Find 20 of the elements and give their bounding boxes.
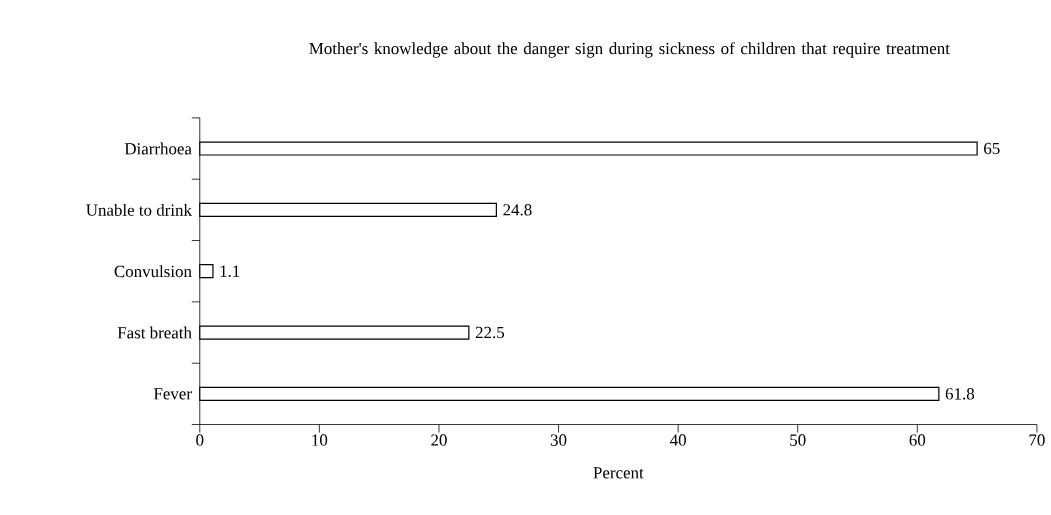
x-tick-label: 60 <box>909 434 926 446</box>
x-tick-label: 10 <box>312 434 328 446</box>
x-tick-label: 40 <box>670 434 686 446</box>
y-tick-label: Fever <box>153 388 192 400</box>
y-tick-label: Diarrhoea <box>124 142 192 155</box>
x-tick-label: 30 <box>550 434 567 446</box>
data-label: 24.8 <box>503 203 532 216</box>
y-tick-label: Convulsion <box>114 265 192 277</box>
x-tick-label: 70 <box>1029 434 1045 446</box>
x-tick-label: 0 <box>196 434 204 446</box>
data-label: 65 <box>984 142 1000 154</box>
y-tick-label: Unable to drink <box>86 203 192 216</box>
y-tick-label: Fast breath <box>117 326 192 339</box>
data-label: 1.1 <box>220 265 240 277</box>
x-tick-label: 50 <box>790 434 806 446</box>
data-label: 61.8 <box>945 387 975 400</box>
data-label: 22.5 <box>475 326 505 339</box>
x-axis-title: Percent <box>593 467 644 479</box>
chart-title: Mother's knowledge about the danger sign during sickness of children that require treatment <box>309 41 950 58</box>
x-tick-label: 20 <box>431 434 447 446</box>
